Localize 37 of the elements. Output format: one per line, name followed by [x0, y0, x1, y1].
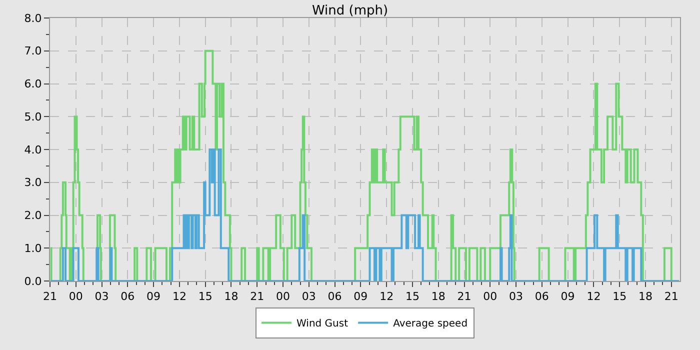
y-tick-label: 5.0 — [24, 110, 42, 124]
y-tick-label: 6.0 — [24, 78, 42, 91]
x-tick-label: 21 — [457, 290, 472, 304]
x-tick-label: 18 — [224, 290, 238, 304]
y-tick-label: 8.0 — [24, 12, 42, 25]
y-tick-label: 2.0 — [24, 209, 42, 222]
x-tick-label: 21 — [250, 290, 264, 304]
x-tick-label: 09 — [560, 290, 575, 304]
x-tick-label: 06 — [534, 290, 549, 304]
x-tick-label: 15 — [198, 290, 212, 304]
x-tick-label: 09 — [146, 290, 161, 304]
x-tick-label: 15 — [405, 290, 420, 304]
x-tick-label: 21 — [664, 290, 678, 304]
legend-label: Average speed — [393, 318, 468, 330]
x-tick-label: 00 — [483, 290, 498, 304]
x-tick-label: 12 — [380, 290, 394, 304]
x-tick-label: 00 — [68, 290, 83, 304]
x-tick-label: 03 — [509, 290, 524, 304]
x-tick-label: 00 — [276, 290, 290, 304]
y-tick-label: 4.0 — [24, 143, 42, 156]
y-tick-label: 7.0 — [24, 44, 42, 58]
x-tick-label: 12 — [172, 290, 186, 304]
x-tick-label: 18 — [638, 290, 652, 304]
x-tick-label: 03 — [302, 290, 316, 304]
y-tick-label: 3.0 — [24, 176, 42, 190]
chart-title: Wind (mph) — [312, 3, 388, 18]
x-tick-label: 03 — [94, 290, 109, 304]
y-tick-label: 1.0 — [24, 242, 42, 255]
x-tick-label: 15 — [612, 290, 627, 304]
x-tick-label: 09 — [354, 290, 368, 304]
x-tick-label: 06 — [120, 290, 135, 304]
x-tick-label: 06 — [328, 290, 342, 304]
x-tick-label: 12 — [586, 290, 601, 304]
x-tick-label: 18 — [431, 290, 446, 304]
y-tick-label: 0.0 — [24, 274, 42, 288]
legend-label: Wind Gust — [296, 318, 348, 330]
x-tick-label: 21 — [43, 290, 57, 304]
